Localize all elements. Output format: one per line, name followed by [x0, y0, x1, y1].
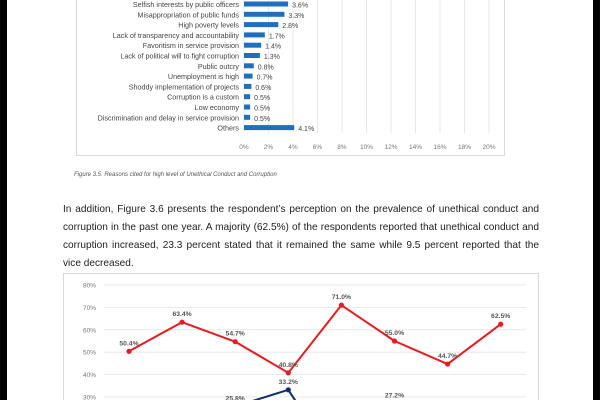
- document-page: 0% 2% 4% 6% 8% 10% 12% 14% 16% 18% 20% Selfish inte…: [7, 0, 593, 400]
- bar: [244, 104, 251, 110]
- series-line-segment: [287, 389, 297, 400]
- data-label: 55.0%: [385, 330, 404, 337]
- bar: [244, 1, 289, 7]
- bar: [244, 114, 251, 120]
- category-label: Others: [217, 124, 239, 133]
- category-label: Low economy: [195, 103, 240, 112]
- x-tick-label: 4%: [288, 144, 298, 151]
- data-label: 62.5%: [491, 313, 510, 320]
- data-label: 0.7%: [257, 75, 273, 82]
- data-point: [232, 339, 238, 345]
- figure-3-5-chart: 0% 2% 4% 6% 8% 10% 12% 14% 16% 18% 20% Selfish inte…: [76, 0, 505, 156]
- category-label: High poverty levels: [178, 21, 239, 30]
- category-label: Shoddy implementation of projects: [129, 82, 240, 91]
- bar: [244, 42, 262, 48]
- x-tick-label: 16%: [433, 144, 446, 151]
- bar: [244, 83, 252, 89]
- category-label: Lack of political will to fight corrupti…: [120, 52, 239, 61]
- category-label: Misappropriation of public funds: [138, 10, 240, 19]
- y-tick-label: 40%: [83, 372, 96, 379]
- data-label: 27.2%: [385, 392, 404, 399]
- category-label: Selfish interests by public officers: [133, 0, 240, 9]
- series-line-segment: [340, 304, 396, 342]
- data-label: 33.2%: [279, 379, 298, 386]
- data-label: 0.6%: [255, 85, 271, 92]
- x-tick-label: 14%: [409, 144, 422, 151]
- y-tick-label: 80%: [83, 283, 96, 290]
- figure-caption: Figure 3.5: Reasons cited for high level…: [74, 172, 277, 178]
- data-point: [285, 370, 291, 376]
- data-label: 44.7%: [438, 353, 457, 360]
- bar: [244, 63, 254, 69]
- data-point: [285, 387, 291, 393]
- body-paragraph: In addition, Figure 3.6 presents the res…: [63, 204, 539, 269]
- series-line-segment: [128, 321, 183, 353]
- figure-3-6-chart: 80% 70% 60% 50% 40% 30% 50.4% 63.4% 54.7% 40.8% 71…: [63, 273, 539, 400]
- series-line-segment: [394, 340, 448, 365]
- series-line-segment: [287, 304, 343, 374]
- series-line-segment: [252, 388, 289, 400]
- series-line-segment: [446, 323, 502, 365]
- bar: [244, 94, 251, 100]
- data-label: 1.3%: [264, 54, 280, 61]
- data-label: 0.5%: [254, 95, 270, 102]
- line-chart-svg: 80% 70% 60% 50% 40% 30% 50.4% 63.4% 54.7% 40.8% 71…: [83, 283, 526, 400]
- bar: [244, 53, 260, 58]
- data-point: [445, 361, 451, 367]
- bar: [244, 32, 265, 38]
- data-point: [179, 319, 185, 325]
- x-tick-label: 10%: [360, 144, 373, 151]
- data-point: [338, 302, 344, 308]
- data-label: 2.8%: [282, 23, 298, 30]
- bar: [244, 22, 279, 28]
- data-label: 40.8%: [279, 362, 298, 369]
- category-label: Favoritism in service provision: [143, 41, 239, 50]
- data-label: 0.8%: [258, 64, 274, 71]
- bar-chart-svg: 0% 2% 4% 6% 8% 10% 12% 14% 16% 18% 20% Selfish inte…: [98, 0, 496, 151]
- data-label: 0.5%: [254, 116, 270, 123]
- y-tick-label: 70%: [83, 305, 96, 312]
- data-point: [498, 321, 504, 327]
- data-label: 54.7%: [226, 331, 245, 338]
- x-tick-label: 6%: [313, 144, 323, 151]
- bar: [244, 125, 295, 131]
- bar: [244, 11, 285, 17]
- data-label: 4.1%: [298, 126, 314, 133]
- series-line-segment: [181, 321, 236, 343]
- x-tick-label: 8%: [337, 144, 347, 151]
- data-label: 71.0%: [332, 294, 351, 301]
- data-label: 1.7%: [269, 33, 285, 40]
- data-label: 0.5%: [254, 106, 270, 113]
- data-label: 25.8%: [226, 395, 245, 400]
- data-point: [126, 348, 132, 354]
- data-point: [391, 338, 398, 344]
- x-tick-label: 12%: [384, 144, 397, 151]
- category-label: Discrimination and delay in service prov…: [98, 113, 239, 122]
- x-tick-label: 20%: [482, 144, 495, 151]
- x-tick-label: 0%: [239, 144, 249, 151]
- y-tick-label: 50%: [83, 350, 96, 357]
- bar: [244, 73, 253, 79]
- data-label: 63.4%: [172, 311, 191, 318]
- category-label: Lack of transparency and accountability: [113, 31, 240, 40]
- y-tick-label: 30%: [83, 395, 96, 400]
- category-label: Unemployment is high: [168, 72, 239, 81]
- category-label: Public outcry: [198, 62, 240, 71]
- data-label: 3.6%: [292, 3, 308, 10]
- y-tick-label: 60%: [83, 327, 96, 334]
- data-label: 50.4%: [119, 340, 138, 347]
- x-tick-label: 18%: [458, 144, 471, 151]
- x-tick-label: 2%: [264, 144, 274, 151]
- series-line-segment: [234, 340, 289, 374]
- data-label: 3.3%: [288, 13, 304, 20]
- data-label: 1.4%: [265, 44, 281, 51]
- category-label: Corruption is a custom: [167, 93, 239, 102]
